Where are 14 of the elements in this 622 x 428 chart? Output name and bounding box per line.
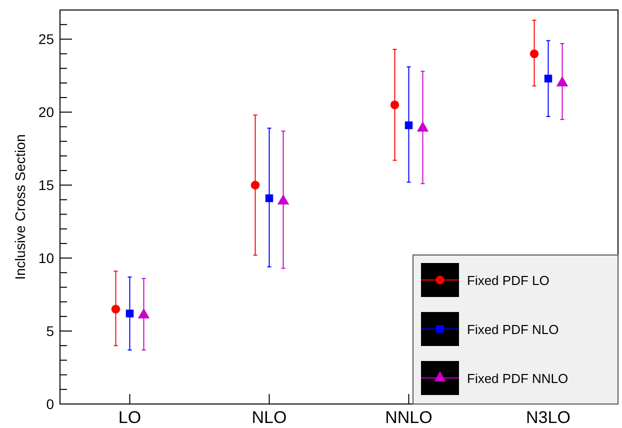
y-tick-label: 0 (46, 396, 54, 412)
y-tick-label: 5 (46, 322, 54, 339)
y-tick-label: 15 (38, 177, 54, 194)
legend-label: Fixed PDF NNLO (467, 371, 568, 386)
legend-label: Fixed PDF NLO (467, 322, 559, 337)
y-axis-title: Inclusive Cross Section (12, 134, 28, 280)
y-tick-label: 20 (38, 104, 54, 120)
legend-label: Fixed PDF LO (467, 273, 550, 288)
y-tick-label: 25 (38, 31, 54, 48)
x-tick-label: NNLO (385, 408, 432, 427)
x-tick-label: LO (118, 408, 142, 427)
y-tick-label: 10 (38, 250, 54, 266)
x-tick-label: N3LO (526, 408, 570, 427)
x-tick-label: NLO (252, 408, 287, 427)
